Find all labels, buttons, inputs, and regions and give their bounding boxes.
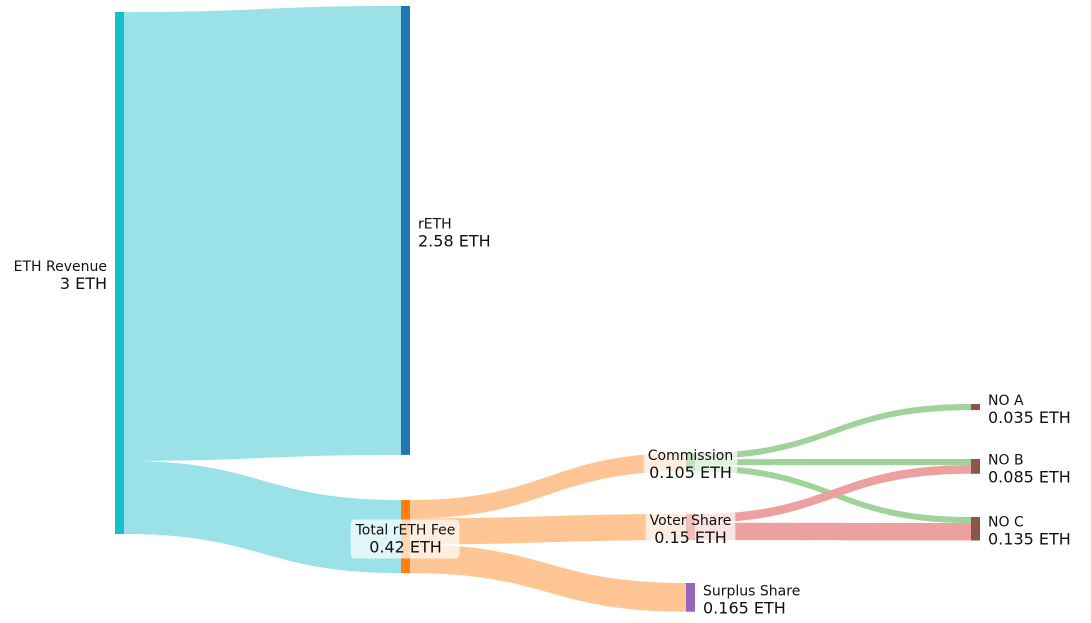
node-name-no-c: NO C [988,515,1024,531]
node-name-no-a: NO A [988,393,1024,409]
node-name-reth: rETH [418,216,452,232]
label-box-total-reth-fee [350,519,460,559]
node-value-surplus-share: 0.165 ETH [703,598,786,617]
label-box-commission [643,445,738,485]
link-voter-share-to-no-c [695,522,971,541]
link-total-reth-fee-to-commission [410,453,686,519]
link-total-reth-fee-to-voter-share [410,514,686,545]
node-value-commission: 0.105 ETH [649,463,732,482]
link-eth-revenue-to-total-reth-fee [124,460,401,574]
node-name-no-b: NO B [988,452,1024,468]
node-name-commission: Commission [648,448,733,464]
link-commission-to-no-a [695,404,971,460]
node-name-surplus-share: Surplus Share [703,583,800,599]
node-name-total-reth-fee: Total rETH Fee [355,523,456,539]
node-value-eth-revenue: 3 ETH [60,274,107,293]
link-commission-to-no-b [695,459,971,466]
link-voter-share-to-no-b [695,465,971,523]
node-eth-revenue [115,12,124,534]
node-no-c [971,517,980,541]
node-value-no-b: 0.085 ETH [988,467,1071,486]
node-value-voter-share: 0.15 ETH [654,528,727,547]
node-value-no-c: 0.135 ETH [988,530,1071,549]
label-no-c: NO C0.135 ETH [988,515,1071,549]
label-box-voter-share [645,510,736,550]
node-value-total-reth-fee: 0.42 ETH [369,538,442,557]
links-layer [124,6,971,612]
node-value-no-a: 0.035 ETH [988,408,1071,427]
link-total-reth-fee-to-surplus-share [410,544,686,612]
label-no-a: NO A0.035 ETH [988,393,1071,427]
node-reth [401,6,410,455]
node-name-voter-share: Voter Share [650,513,732,529]
label-no-b: NO B0.085 ETH [988,452,1071,486]
node-name-eth-revenue: ETH Revenue [14,259,107,275]
link-eth-revenue-to-reth [124,6,401,461]
node-no-b [971,459,980,474]
node-value-reth: 2.58 ETH [418,231,491,250]
node-surplus-share [686,583,695,612]
node-no-a [971,404,980,411]
